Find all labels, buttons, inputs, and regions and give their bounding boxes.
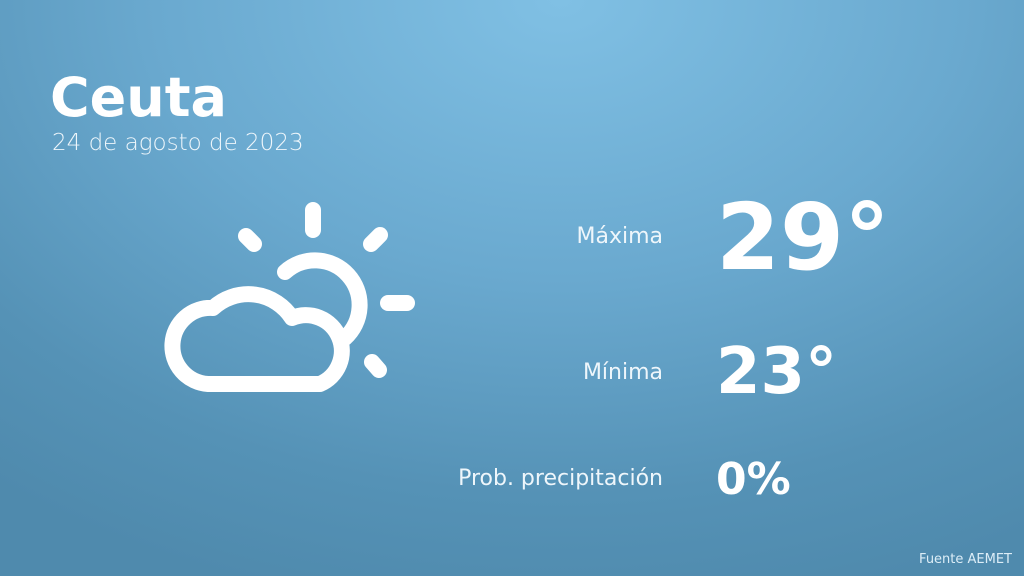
city-title: Ceuta xyxy=(50,66,227,129)
max-value: 29° xyxy=(716,184,891,291)
sun-ray xyxy=(363,227,388,252)
sun-ray xyxy=(238,228,262,252)
cloud xyxy=(164,286,350,392)
precip-value: 0% xyxy=(716,454,791,505)
sun-arc xyxy=(277,252,368,346)
source-credit: Fuente AEMET xyxy=(919,552,1012,567)
precip-label: Prob. precipitación xyxy=(458,466,663,491)
forecast-date: 24 de agosto de 2023 xyxy=(52,130,304,156)
min-value: 23° xyxy=(716,335,838,409)
min-label: Mínima xyxy=(582,360,663,385)
max-label: Máxima xyxy=(576,224,663,249)
sun-ray xyxy=(364,354,387,378)
